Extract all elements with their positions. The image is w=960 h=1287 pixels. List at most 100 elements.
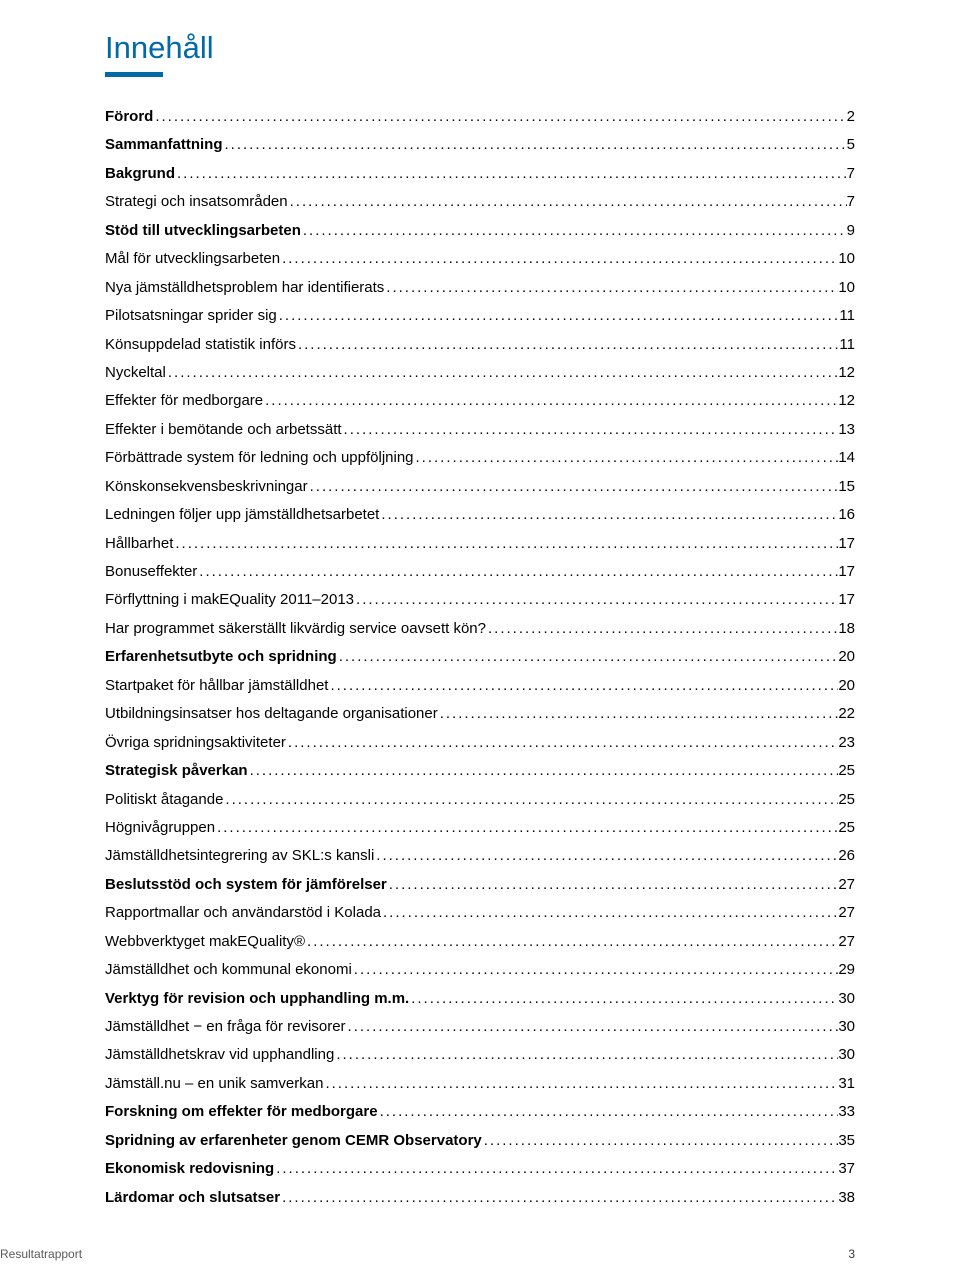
toc-row: Nyckeltal12 bbox=[105, 363, 855, 383]
toc-row: Jämställdhet − en fråga för revisorer30 bbox=[105, 1017, 855, 1037]
toc-label: Pilotsatsningar sprider sig bbox=[105, 306, 277, 326]
toc-page-number: 10 bbox=[838, 278, 855, 298]
toc-row: Erfarenhetsutbyte och spridning20 bbox=[105, 647, 855, 667]
toc-page-number: 27 bbox=[838, 875, 855, 895]
toc-row: Verktyg för revision och upphandling m.m… bbox=[105, 989, 855, 1009]
toc-page-number: 30 bbox=[838, 1045, 855, 1065]
toc-page-number: 23 bbox=[838, 733, 855, 753]
toc-row: Effekter i bemötande och arbetssätt13 bbox=[105, 420, 855, 440]
toc-label: Bonuseffekter bbox=[105, 562, 197, 582]
toc-label: Verktyg för revision och upphandling m.m… bbox=[105, 989, 409, 1009]
toc-leader-dots bbox=[305, 932, 838, 952]
toc-row: Stöd till utvecklingsarbeten9 bbox=[105, 221, 855, 241]
toc-page-number: 10 bbox=[838, 249, 855, 269]
toc-page-number: 38 bbox=[838, 1188, 855, 1208]
toc-row: Mål för utvecklingsarbeten10 bbox=[105, 249, 855, 269]
toc-leader-dots bbox=[263, 391, 838, 411]
toc-page-number: 7 bbox=[847, 192, 855, 212]
toc-leader-dots bbox=[248, 761, 839, 781]
toc-row: Politiskt åtagande25 bbox=[105, 790, 855, 810]
toc-page-number: 5 bbox=[847, 135, 855, 155]
page-title: Innehåll bbox=[105, 30, 855, 66]
toc-label: Strategisk påverkan bbox=[105, 761, 248, 781]
toc-leader-dots bbox=[384, 278, 838, 298]
toc-page-number: 30 bbox=[838, 989, 855, 1009]
toc-page-number: 17 bbox=[838, 590, 855, 610]
toc-leader-dots bbox=[301, 221, 847, 241]
toc-label: Ledningen följer upp jämställdhetsarbete… bbox=[105, 505, 379, 525]
page-footer: Resultatrapport 3 bbox=[0, 1247, 960, 1261]
toc-label: Rapportmallar och användarstöd i Kolada bbox=[105, 903, 381, 923]
toc-row: Övriga spridningsaktiviteter 23 bbox=[105, 733, 855, 753]
toc-page-number: 18 bbox=[838, 619, 855, 639]
toc-leader-dots bbox=[280, 1188, 838, 1208]
toc-row: Förbättrade system för ledning och uppfö… bbox=[105, 448, 855, 468]
toc-leader-dots bbox=[296, 335, 839, 355]
toc-leader-dots bbox=[374, 846, 838, 866]
toc-row: Jämställ.nu – en unik samverkan31 bbox=[105, 1074, 855, 1094]
toc-leader-dots bbox=[274, 1159, 838, 1179]
toc-page-number: 31 bbox=[838, 1074, 855, 1094]
toc-row: Strategisk påverkan 25 bbox=[105, 761, 855, 781]
toc-leader-dots bbox=[342, 420, 839, 440]
toc-row: Sammanfattning5 bbox=[105, 135, 855, 155]
toc-label: Nya jämställdhetsproblem har identifiera… bbox=[105, 278, 384, 298]
toc-leader-dots bbox=[153, 107, 846, 127]
toc-label: Politiskt åtagande bbox=[105, 790, 223, 810]
toc-page-number: 16 bbox=[838, 505, 855, 525]
toc-row: Har programmet säkerställt likvärdig ser… bbox=[105, 619, 855, 639]
toc-page-number: 17 bbox=[838, 534, 855, 554]
toc-label: Bakgrund bbox=[105, 164, 175, 184]
toc-page-number: 20 bbox=[838, 676, 855, 696]
toc-label: Jämställdhetsintegrering av SKL:s kansli bbox=[105, 846, 374, 866]
toc-leader-dots bbox=[197, 562, 838, 582]
toc-label: Jämställdhetskrav vid upphandling bbox=[105, 1045, 334, 1065]
toc-row: Hållbarhet17 bbox=[105, 534, 855, 554]
toc-page-number: 13 bbox=[838, 420, 855, 440]
toc-label: Beslutsstöd och system för jämförelser bbox=[105, 875, 387, 895]
toc-label: Högnivågruppen bbox=[105, 818, 215, 838]
toc-row: Utbildningsinsatser hos deltagande organ… bbox=[105, 704, 855, 724]
toc-page-number: 37 bbox=[838, 1159, 855, 1179]
toc-leader-dots bbox=[346, 1017, 839, 1037]
toc-page-number: 22 bbox=[838, 704, 855, 724]
toc-row: Strategi och insatsområden 7 bbox=[105, 192, 855, 212]
toc-leader-dots bbox=[414, 448, 839, 468]
toc-row: Jämställdhet och kommunal ekonomi29 bbox=[105, 960, 855, 980]
toc-leader-dots bbox=[486, 619, 838, 639]
toc-label: Strategi och insatsområden bbox=[105, 192, 288, 212]
toc-page-number: 9 bbox=[847, 221, 855, 241]
toc-page-number: 11 bbox=[839, 335, 855, 355]
toc-leader-dots bbox=[482, 1131, 839, 1151]
toc-page-number: 25 bbox=[838, 761, 855, 781]
toc-row: Rapportmallar och användarstöd i Kolada 2… bbox=[105, 903, 855, 923]
toc-row: Effekter för medborgare12 bbox=[105, 391, 855, 411]
toc-label: Lärdomar och slutsatser bbox=[105, 1188, 280, 1208]
toc-row: Könsuppdelad statistik införs11 bbox=[105, 335, 855, 355]
toc-label: Har programmet säkerställt likvärdig ser… bbox=[105, 619, 486, 639]
toc-leader-dots bbox=[328, 676, 838, 696]
toc-page-number: 7 bbox=[847, 164, 855, 184]
toc-label: Utbildningsinsatser hos deltagande organ… bbox=[105, 704, 438, 724]
toc-row: Bakgrund 7 bbox=[105, 164, 855, 184]
toc-page-number: 14 bbox=[838, 448, 855, 468]
toc-label: Förord bbox=[105, 107, 153, 127]
toc-page-number: 17 bbox=[838, 562, 855, 582]
table-of-contents: Förord2Sammanfattning5Bakgrund7Strategi … bbox=[105, 107, 855, 1208]
toc-label: Övriga spridningsaktiviteter bbox=[105, 733, 286, 753]
toc-row: Bonuseffekter 17 bbox=[105, 562, 855, 582]
toc-label: Förflyttning i makEQuality 2011–2013 bbox=[105, 590, 354, 610]
toc-page-number: 12 bbox=[838, 363, 855, 383]
toc-leader-dots bbox=[354, 590, 838, 610]
toc-label: Forskning om effekter för medborgare bbox=[105, 1102, 378, 1122]
toc-label: Könskonsekvensbeskrivningar bbox=[105, 477, 308, 497]
toc-leader-dots bbox=[378, 1102, 839, 1122]
toc-page-number: 25 bbox=[838, 818, 855, 838]
toc-page-number: 26 bbox=[838, 846, 855, 866]
toc-leader-dots bbox=[379, 505, 838, 525]
toc-leader-dots bbox=[173, 534, 838, 554]
toc-label: Startpaket för hållbar jämställdhet bbox=[105, 676, 328, 696]
toc-leader-dots bbox=[166, 363, 838, 383]
toc-page-number: 30 bbox=[838, 1017, 855, 1037]
toc-page-number: 27 bbox=[838, 903, 855, 923]
